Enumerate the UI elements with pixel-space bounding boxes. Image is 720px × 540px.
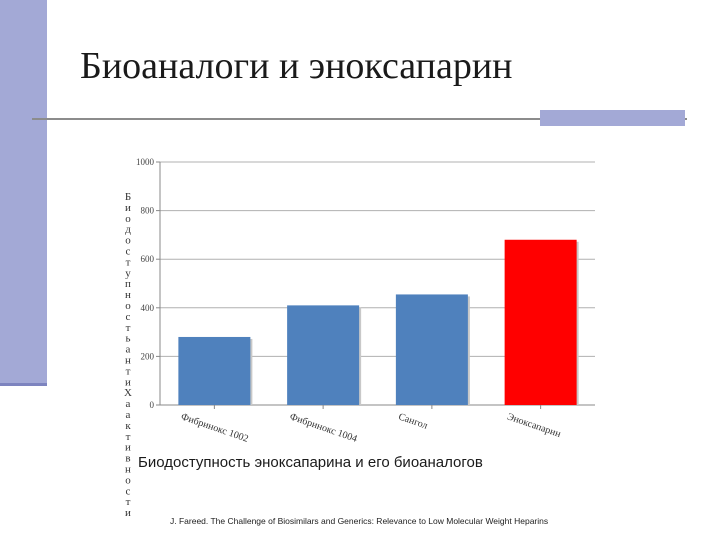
source-citation: J. Fareed. The Challenge of Biosimilars … [170,516,549,526]
y-axis-label-char: т [126,322,131,334]
y-axis-label-char: н [125,464,131,476]
y-axis-label-char: X [124,387,132,399]
y-axis-label-char: и [125,442,131,454]
y-axis-label-char: н [125,355,131,367]
y-axis-label-char: Б [125,191,131,203]
y-tick-label: 400 [141,303,155,313]
y-axis-label-char: и [125,202,131,214]
y-tick-label: 0 [150,400,155,410]
y-axis-label-char: о [125,235,131,247]
y-axis-label-char: т [126,496,131,508]
y-axis-label-char: а [126,344,131,356]
chart-caption: Биодоступность эноксапарина и его биоана… [138,454,483,471]
y-axis-label-char: о [125,474,131,486]
title-accent-block [540,110,685,126]
y-axis-label-char: н [125,289,131,301]
y-axis-label-char: в [125,453,130,465]
y-axis-label-char: о [125,213,131,225]
y-axis-label-char: т [126,431,131,443]
y-axis-label-char: а [126,409,131,421]
y-axis-label-char: у [125,267,131,279]
y-axis-label-char: п [125,278,131,290]
y-axis-label-char: к [125,420,131,432]
bar-3 [395,294,468,405]
slide-title: Биоаналоги и эноксапарин [80,45,513,87]
x-category-label: Эноксапарин [506,411,563,440]
y-tick-label: 600 [141,254,155,264]
y-axis-label-char: a [126,398,131,410]
y-axis-label-char: т [126,256,131,268]
title-divider [32,118,687,120]
y-axis-label-char: с [126,311,131,323]
y-axis-label-char: с [126,485,131,497]
y-axis-label-char: о [125,300,131,312]
y-tick-label: 200 [141,351,155,361]
x-category-label: Фибринокс 1002 [179,411,249,444]
y-axis-label-char: ь [125,333,130,345]
bar-2 [287,305,360,405]
y-tick-label: 1000 [136,157,155,167]
left-decor-band-edge [0,383,47,386]
bar-1 [178,336,251,405]
y-axis-label-char: д [125,224,131,236]
y-tick-label: 800 [141,206,155,216]
left-decor-band [0,0,47,383]
x-category-label: Сангол [397,411,429,431]
chart-bars [178,239,579,405]
y-axis-label-char: и [125,507,131,519]
y-axis-label-char: т [126,365,131,377]
y-axis-label-char: и [125,376,131,388]
bar-4 [504,239,577,405]
x-category-label: Фибринокс 1004 [288,411,358,444]
y-axis-label-char: с [126,246,131,258]
